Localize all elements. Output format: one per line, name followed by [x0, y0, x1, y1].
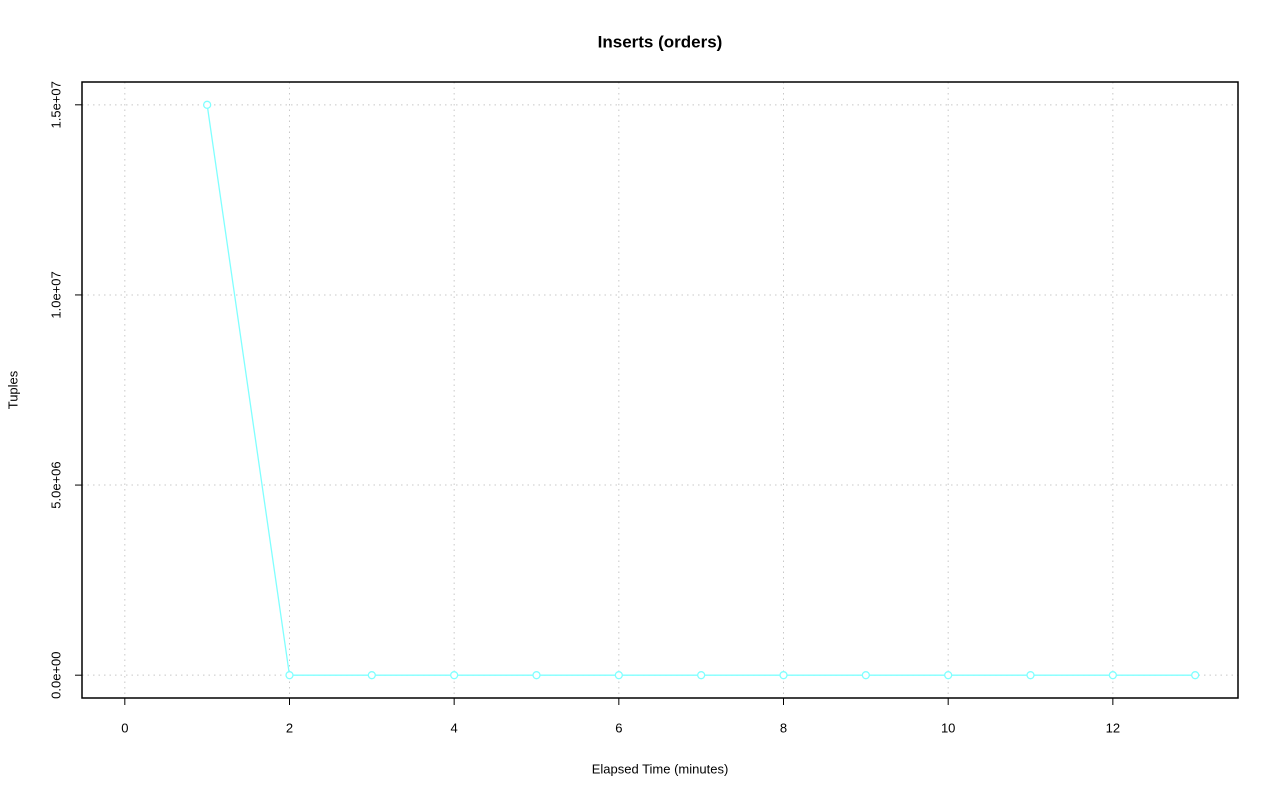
data-point [367, 671, 376, 680]
y-tick-label: 5.0e+06 [48, 461, 63, 508]
data-point [450, 671, 459, 680]
x-axis-label: Elapsed Time (minutes) [592, 761, 729, 776]
data-point [203, 100, 212, 109]
x-tick-label: 12 [1106, 720, 1120, 735]
data-point [532, 671, 541, 680]
data-point [614, 671, 623, 680]
data-point [861, 671, 870, 680]
x-tick-label: 4 [451, 720, 458, 735]
y-tick-label: 0.0e+00 [48, 652, 63, 699]
x-tick-label: 6 [615, 720, 622, 735]
plot-frame [81, 81, 1239, 699]
x-tick-label: 0 [121, 720, 128, 735]
data-point [1191, 671, 1200, 680]
data-point [944, 671, 953, 680]
data-point [1026, 671, 1035, 680]
y-tick-label: 1.5e+07 [48, 81, 63, 128]
data-point [1108, 671, 1117, 680]
chart-title: Inserts (orders) [598, 32, 723, 51]
data-point [697, 671, 706, 680]
x-tick-label: 10 [941, 720, 955, 735]
y-axis-label: Tuples [5, 370, 20, 409]
x-tick-label: 8 [780, 720, 787, 735]
y-tick-label: 1.0e+07 [48, 271, 63, 318]
data-point [779, 671, 788, 680]
data-point [285, 671, 294, 680]
x-tick-label: 2 [286, 720, 293, 735]
